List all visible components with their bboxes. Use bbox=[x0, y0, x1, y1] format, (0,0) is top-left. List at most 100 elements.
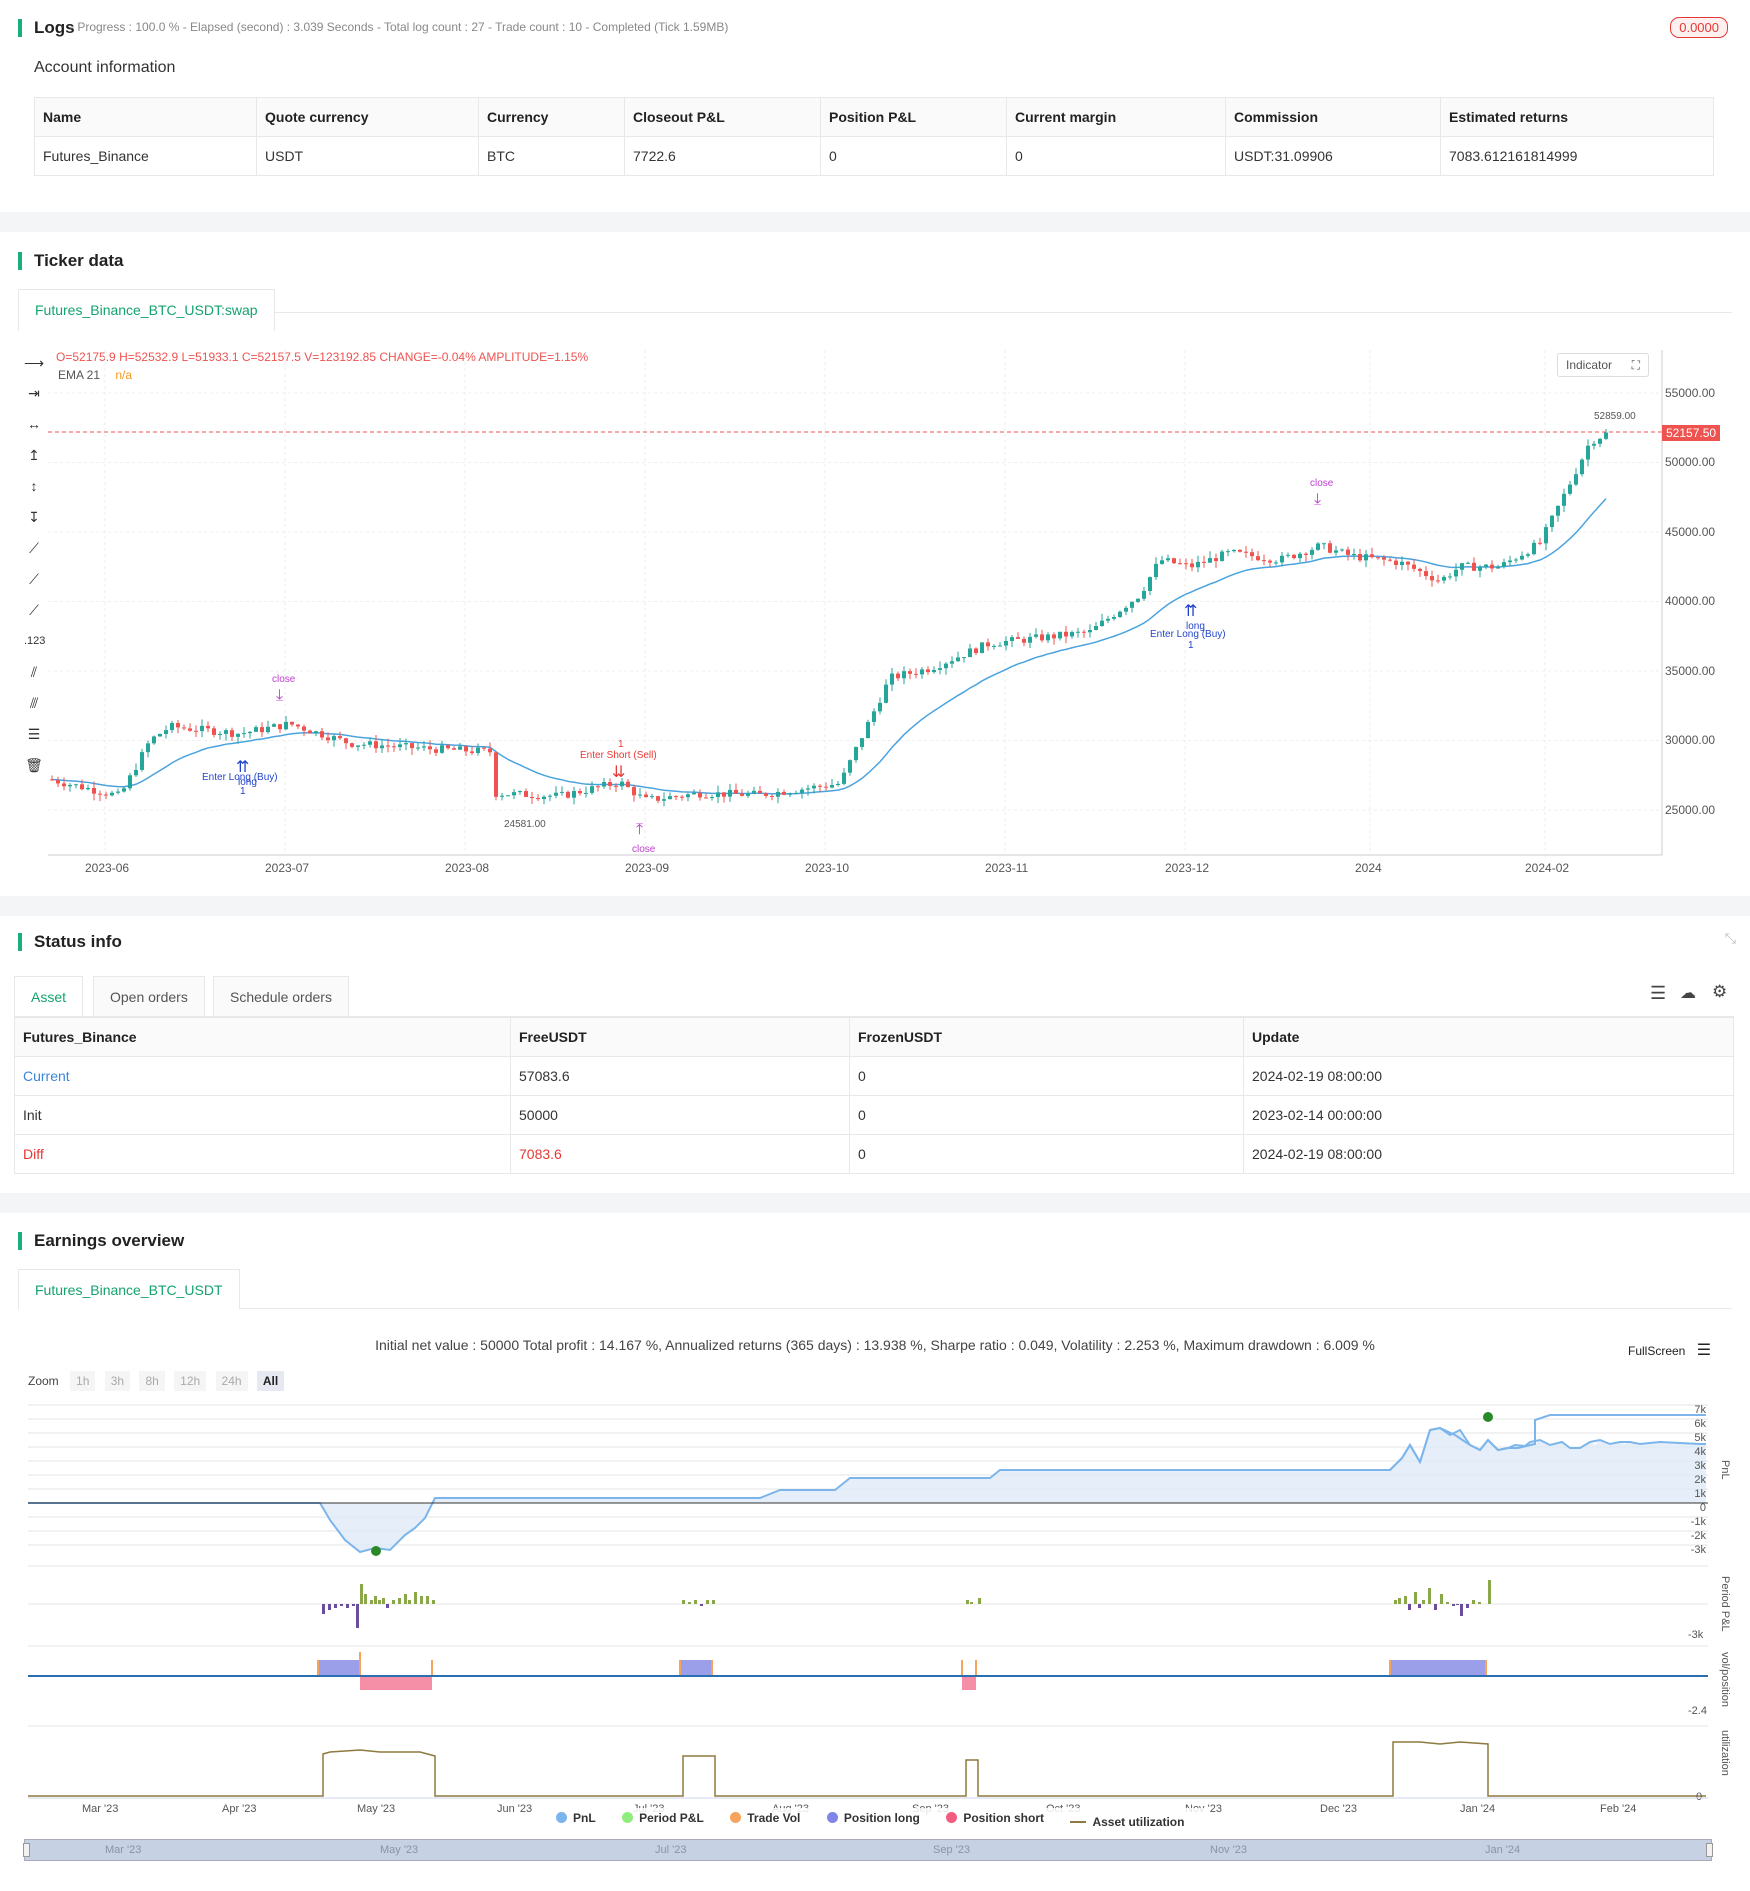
vertical-line-tool-icon[interactable]: ↥ bbox=[28, 447, 40, 463]
trash-icon[interactable]: 🗑 bbox=[25, 757, 43, 773]
candle-body bbox=[428, 746, 432, 750]
x-tick-2023-10: 2023-10 bbox=[805, 861, 850, 875]
vertical-segment-tool-icon[interactable]: ↕ bbox=[30, 478, 38, 494]
fullscreen-button[interactable]: FullScreen ☰ bbox=[1628, 1340, 1711, 1360]
cell-current-margin: 0 bbox=[1006, 136, 1226, 176]
candle-body bbox=[266, 726, 270, 733]
segment-tool-icon[interactable]: ⟋ bbox=[29, 602, 39, 618]
min-pnl-marker bbox=[371, 1546, 381, 1556]
legend-vol-label: Trade Vol bbox=[747, 1810, 801, 1825]
candle-body bbox=[662, 799, 666, 801]
channel-tool-icon[interactable]: ⫻ bbox=[29, 695, 39, 711]
candle-body bbox=[1220, 551, 1224, 562]
nav-mar-23: Mar '23 bbox=[105, 1844, 142, 1856]
candle-body bbox=[1574, 474, 1578, 485]
trade-markers: close ⤓ ⇈ long Enter Long (Buy) 1 1 Ente… bbox=[202, 411, 1636, 855]
candle-body bbox=[1064, 631, 1068, 637]
candle-body bbox=[1538, 542, 1542, 544]
candle-body bbox=[890, 673, 894, 685]
candle-body bbox=[872, 711, 876, 722]
period-pnl-bar bbox=[966, 1600, 969, 1604]
candlestick-chart[interactable]: close ⤓ ⇈ long Enter Long (Buy) 1 1 Ente… bbox=[0, 330, 1750, 870]
legend-period-pnl[interactable]: Period P&L bbox=[622, 1811, 704, 1825]
candle-body bbox=[86, 787, 90, 790]
earnings-chart[interactable]: 7k 6k 5k 4k 3k 2k 1k 0 -1k -2k -3k PnL -3k Period … bbox=[0, 1390, 1750, 1810]
candle-body bbox=[536, 798, 540, 800]
expand-icon[interactable]: ⛶ bbox=[1631, 358, 1640, 372]
indicator-button[interactable]: Indicator ⛶ bbox=[1557, 353, 1649, 377]
menu-icon[interactable]: ☰ bbox=[1696, 1342, 1712, 1359]
legend-position-short[interactable]: Position short bbox=[946, 1811, 1044, 1825]
ticker-tab[interactable]: Futures_Binance_BTC_USDT:swap bbox=[18, 289, 275, 331]
navigator[interactable]: Mar '23 May '23 Jul '23 Sep '23 Nov '23 … bbox=[23, 1839, 1713, 1861]
ema-value: n/a bbox=[115, 368, 133, 382]
candle-body bbox=[512, 792, 516, 796]
candle-body bbox=[416, 747, 420, 749]
candle-body bbox=[278, 724, 282, 730]
tab-asset[interactable]: Asset bbox=[14, 976, 84, 1016]
legend-util-label: Asset utilization bbox=[1092, 1815, 1185, 1829]
col-currency: Currency bbox=[478, 97, 625, 137]
candle-body bbox=[1568, 484, 1572, 494]
candle-body bbox=[404, 743, 408, 745]
legend-position-long[interactable]: Position long bbox=[826, 1810, 920, 1825]
zoom-8h[interactable]: 8h bbox=[139, 1371, 165, 1391]
long-label-2: long bbox=[1186, 621, 1205, 632]
asset-table-header: Futures_Binance FreeUSDT FrozenUSDT Upda… bbox=[14, 1017, 1734, 1057]
candle-body bbox=[122, 788, 126, 792]
x-may-23: May '23 bbox=[357, 1803, 396, 1815]
period-pnl-bar bbox=[1434, 1604, 1437, 1610]
legend-asset-utilization[interactable]: Asset utilization bbox=[1070, 1815, 1184, 1829]
pnl-tick-label: 0 bbox=[1700, 1502, 1706, 1514]
download-icon[interactable]: ☁ bbox=[1680, 985, 1696, 1002]
horizontal-segment-tool-icon[interactable]: ↔ bbox=[27, 416, 41, 432]
candle-body bbox=[1040, 634, 1044, 641]
settings-icon[interactable]: ⚙ bbox=[1712, 982, 1728, 1001]
collapse-icon[interactable]: ⤡ bbox=[1724, 930, 1736, 946]
col-update: Update bbox=[1243, 1017, 1734, 1057]
horizontal-line-tool-icon[interactable]: ⟶ bbox=[24, 355, 45, 371]
tab-schedule-orders[interactable]: Schedule orders bbox=[213, 976, 349, 1016]
candle-body bbox=[1112, 616, 1116, 619]
y-tick-25000: 25000.00 bbox=[1665, 803, 1716, 817]
ray-line-tool-icon[interactable]: ⟋ bbox=[29, 571, 39, 587]
candle-body bbox=[1412, 564, 1416, 569]
col-position-pnl: Position P&L bbox=[820, 97, 1007, 137]
x-apr-23: Apr '23 bbox=[222, 1803, 257, 1815]
candle-body bbox=[656, 796, 660, 801]
zoom-1h[interactable]: 1h bbox=[70, 1371, 96, 1391]
period-pnl-bar bbox=[334, 1604, 337, 1608]
long-arrow-2-icon: ⇈ bbox=[1184, 603, 1197, 620]
navigator-right-handle[interactable] bbox=[1706, 1843, 1713, 1857]
candle-body bbox=[572, 790, 576, 798]
list-icon[interactable]: ☰ bbox=[1650, 983, 1667, 1003]
period-pnl-bar bbox=[346, 1604, 349, 1608]
trend-line-tool-icon[interactable]: ⟋ bbox=[29, 540, 39, 556]
ohlc-low: L=51933.1 bbox=[181, 350, 239, 364]
candle-body bbox=[560, 791, 564, 793]
zoom-3h[interactable]: 3h bbox=[104, 1371, 131, 1391]
legend-pnl[interactable]: PnL bbox=[556, 1811, 596, 1825]
candle-body bbox=[1460, 563, 1464, 570]
price-grid bbox=[48, 350, 1662, 855]
zoom-24h[interactable]: 24h bbox=[215, 1371, 248, 1391]
navigator-left-handle[interactable] bbox=[23, 1843, 30, 1857]
legend-trade-vol[interactable]: Trade Vol bbox=[730, 1811, 800, 1825]
earnings-tab[interactable]: Futures_Binance_BTC_USDT bbox=[18, 1269, 240, 1309]
zoom-12h[interactable]: 12h bbox=[174, 1371, 207, 1391]
candle-body bbox=[554, 792, 558, 796]
parallel-line-tool-icon[interactable]: ⫽ bbox=[30, 664, 38, 680]
candle-body bbox=[254, 727, 258, 732]
candle-body bbox=[1058, 631, 1062, 639]
horizontal-ray-tool-icon[interactable]: ⇥ bbox=[28, 385, 40, 401]
diff-frozen: 0 bbox=[849, 1134, 1244, 1174]
price-label-tool-icon[interactable]: .123 bbox=[24, 635, 46, 647]
vertical-ray-tool-icon[interactable]: ↧ bbox=[28, 509, 40, 525]
candle-body bbox=[578, 790, 582, 794]
earnings-panel: Earnings overview Futures_Binance_BTC_US… bbox=[0, 1213, 1750, 1891]
candle-body bbox=[1556, 505, 1560, 516]
zoom-all[interactable]: All bbox=[256, 1371, 285, 1391]
legend-long-label: Position long bbox=[843, 1810, 920, 1825]
tab-open-orders[interactable]: Open orders bbox=[93, 976, 205, 1016]
fibonacci-tool-icon[interactable]: ☰ bbox=[27, 726, 41, 742]
